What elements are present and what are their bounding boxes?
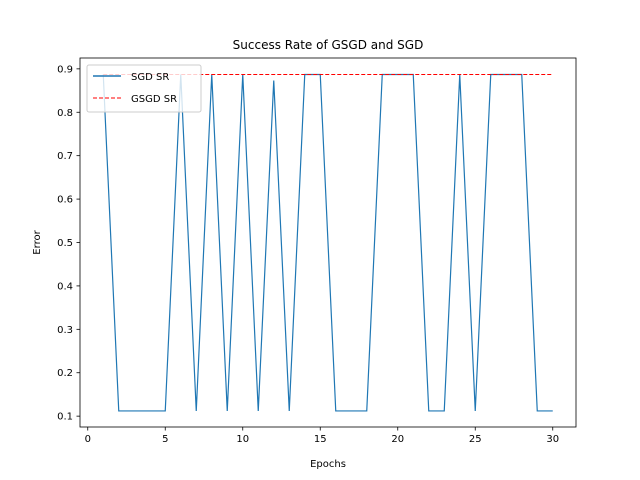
- y-tick-label: 0.5: [57, 238, 73, 249]
- x-tick-label: 20: [391, 434, 404, 445]
- series-line-sgd-sr: [102, 73, 553, 412]
- y-tick-label: 0.6: [57, 195, 73, 206]
- y-tick-label: 0.9: [57, 64, 73, 75]
- x-tick-label: 25: [469, 434, 482, 445]
- y-tick-label: 0.7: [57, 151, 73, 162]
- legend-label-gsgd-sr: GSGD SR: [131, 94, 177, 105]
- chart-title: Success Rate of GSGD and SGD: [233, 38, 424, 52]
- x-tick-label: 30: [546, 434, 559, 445]
- x-axis: 0 5 10 15 20 25 30: [85, 427, 559, 445]
- x-tick-label: 0: [85, 434, 91, 445]
- legend-label-sgd-sr: SGD SR: [131, 72, 169, 83]
- x-tick-label: 5: [162, 434, 168, 445]
- y-tick-label: 0.3: [57, 325, 73, 336]
- x-tick-label: 15: [314, 434, 327, 445]
- y-tick-label: 0.4: [57, 281, 73, 292]
- legend: SGD SR GSGD SR: [86, 64, 202, 113]
- y-tick-label: 0.2: [57, 368, 73, 379]
- y-axis-label: Error: [32, 229, 43, 254]
- y-tick-label: 0.8: [57, 108, 73, 119]
- y-axis: 0.1 0.2 0.3 0.4 0.5 0.6 0.7 0.8 0.9: [57, 64, 80, 423]
- x-axis-label: Epochs: [310, 459, 346, 470]
- x-tick-label: 10: [236, 434, 249, 445]
- y-tick-label: 0.1: [57, 412, 73, 423]
